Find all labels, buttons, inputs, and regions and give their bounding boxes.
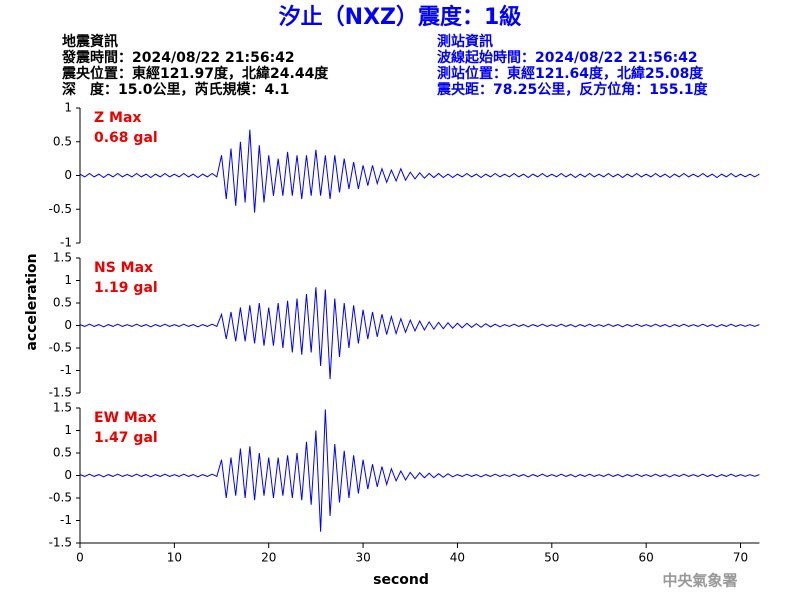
y-tick-label: 1 [64,423,72,437]
y-tick-label: 0.5 [53,134,72,148]
info-text: 波線起始時間：2024/08/22 21:56:42 [437,49,698,66]
y-tick-label: 0.5 [53,446,72,460]
y-tick-label: 1 [64,273,72,287]
chart-title: 汐止（NXZ）震度：1級 [279,4,522,30]
x-tick-label: 60 [639,551,654,565]
y-tick-label: -0.5 [49,491,72,505]
y-tick-label: 0.5 [53,296,72,310]
footer: 中央氣象署 [662,572,737,590]
y-tick-label: -1 [60,363,72,377]
y-tick-label: 0 [64,318,72,332]
x-tick-label: 70 [733,551,748,565]
y-axis-label: acceleration [24,253,40,350]
waveform [79,409,760,532]
y-tick-label: -1 [60,513,72,527]
x-tick-label: 20 [261,551,276,565]
info-text: 震央距：78.25公里，反方位角：155.1度 [436,81,709,98]
x-tick-label: 0 [76,551,84,565]
y-tick-label: 0 [64,168,72,182]
annotation: Z Max [94,110,141,126]
info-text: 震央位置：東經121.97度，北緯24.44度 [61,65,329,82]
waveform [79,287,760,380]
waveform [79,129,760,213]
info-text: 測站位置：東經121.64度，北緯25.08度 [437,65,704,82]
annotation: EW Max [94,410,156,426]
y-tick-label: -0.5 [49,202,72,216]
info-text: 測站資訊 [437,33,493,50]
x-tick-label: 50 [544,551,559,565]
y-tick-label: -0.5 [49,341,72,355]
info-text: 發震時間：2024/08/22 21:56:42 [61,49,295,66]
annotation: NS Max [94,260,153,276]
y-tick-label: -1.5 [49,536,72,550]
y-tick-label: 0 [64,468,72,482]
y-tick-label: 1.5 [53,401,72,415]
info-text: 地震資訊 [62,33,118,50]
info-text: 深 度：15.0公里，芮氏規模：4.1 [62,81,289,98]
y-tick-label: 1.5 [53,251,72,265]
annotation: 1.47 gal [94,430,158,446]
x-tick-label: 30 [355,551,370,565]
y-tick-label: -1 [60,236,72,250]
annotation: 0.68 gal [94,130,158,146]
annotation: 1.19 gal [94,280,158,296]
x-axis-label: second [373,572,429,588]
y-tick-label: -1.5 [49,386,72,400]
x-tick-label: 40 [450,551,465,565]
y-tick-label: 1 [64,101,72,115]
x-tick-label: 10 [167,551,182,565]
